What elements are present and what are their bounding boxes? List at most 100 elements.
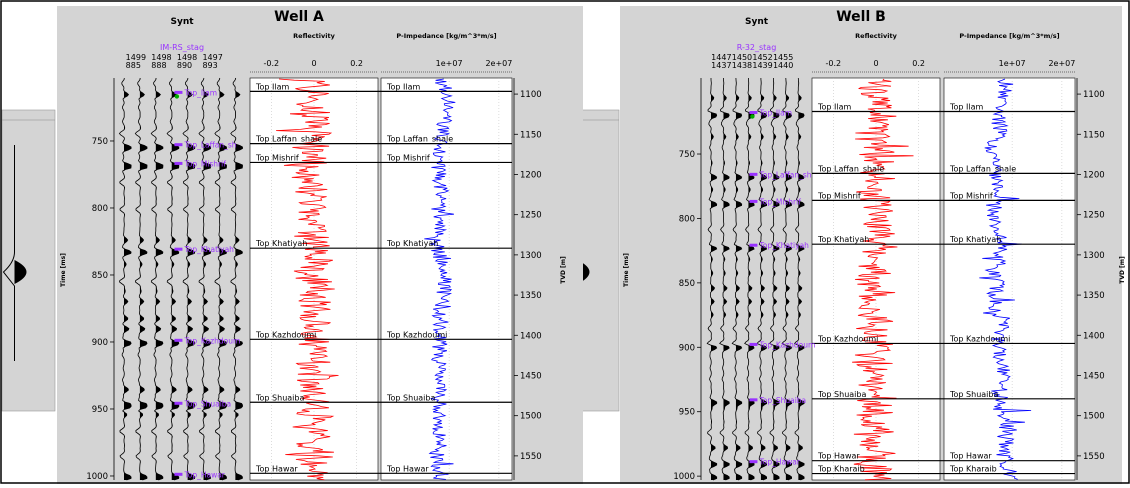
trace-name: IM-RS_stag — [160, 43, 204, 52]
trace-header-value: 893 — [202, 61, 217, 70]
horizon-label-impedance: Top Kazhdoumi — [386, 330, 447, 339]
pick-marker — [174, 94, 180, 99]
trace-header-value: 1498 — [151, 53, 171, 62]
synt-horizon-label: Top_Shuaiba — [758, 396, 806, 405]
reflectivity-curve — [852, 78, 914, 481]
impedance-track-bg — [943, 77, 1076, 481]
tvd-tick-label: 1450 — [520, 371, 542, 381]
tvd-tick-label: 1250 — [1083, 211, 1105, 221]
synt-track-bg — [705, 78, 808, 480]
time-tick-label: 900 — [679, 343, 695, 353]
trace-header-value: 1499 — [126, 53, 146, 62]
synt-horizon-label: Top_Ilam — [183, 88, 217, 97]
synt-horizon-label: Top_Mishrif — [183, 159, 226, 168]
impedance-track-title: P-Impedance [kg/m^3*m/s] — [959, 32, 1059, 40]
horizon-label-reflectivity: Top Kazhdoumi — [255, 330, 316, 339]
synt-trace — [150, 77, 164, 481]
horizon-label-reflectivity: Top Shuaiba — [817, 390, 866, 399]
horizon-label-reflectivity: Top Hawar — [817, 452, 860, 461]
trace-name: R-32_stag — [737, 43, 777, 52]
horizon-label-impedance: Top Mishrif — [386, 153, 430, 162]
horizon-label-impedance: Top Kazhdoumi — [949, 334, 1010, 343]
horizon-label-reflectivity: Top Laffan_shale — [255, 135, 322, 144]
tvd-tick-label: 1450 — [1083, 371, 1105, 381]
wavelet-panel-bg — [1, 109, 56, 412]
tvd-tick-label: 1500 — [520, 412, 542, 422]
time-tick-label: 900 — [92, 338, 108, 348]
trace-header-value: 885 — [126, 61, 141, 70]
tvd-tick-label: 1350 — [1083, 291, 1105, 301]
synt-trace — [781, 77, 793, 481]
impedance-track-title: P-Impedance [kg/m^3*m/s] — [396, 32, 496, 40]
synt-horizon-label: Top_Shuaiba — [183, 399, 231, 408]
time-tick-label: 950 — [679, 408, 695, 418]
pick-marker — [750, 114, 755, 119]
wavelet-curve — [2, 145, 15, 361]
tvd-axis-label: TVD [m] — [1119, 256, 1126, 284]
tvd-tick-label: 1150 — [520, 130, 542, 140]
reflectivity-tick-label: -0.2 — [264, 59, 280, 68]
horizon-label-impedance: Top Ilam — [386, 82, 421, 91]
reflectivity-curve — [276, 78, 339, 481]
trace-header-value: 1450 — [732, 53, 752, 62]
synt-track-title: Synt — [745, 17, 769, 27]
reflectivity-tick-label: 0 — [873, 59, 878, 68]
time-axis-label: Time [ms] — [60, 253, 67, 287]
tvd-tick-label: 1100 — [1083, 90, 1105, 100]
synt-trace — [706, 78, 718, 481]
horizon-label-reflectivity: Top Khatiyah — [817, 235, 869, 244]
trace-header-value: 1440 — [773, 61, 793, 70]
synt-trace — [768, 78, 780, 481]
horizon-label-reflectivity: Top Hawar — [255, 464, 298, 473]
impedance-curve — [979, 78, 1032, 480]
synt-horizon-label: Top_Laffan_sh — [758, 170, 811, 179]
reflectivity-tick-label: 0.2 — [350, 59, 363, 68]
tvd-tick-label: 1250 — [520, 211, 542, 221]
reflectivity-track-title: Reflectivity — [855, 32, 897, 40]
horizon-label-reflectivity: Top Mishrif — [255, 153, 299, 162]
reflectivity-tick-label: 0 — [311, 59, 316, 68]
well-title: Well B — [836, 9, 886, 25]
synt-trace — [118, 77, 132, 481]
tvd-tick-label: 1500 — [1083, 412, 1105, 422]
tvd-tick-label: 1300 — [520, 251, 542, 261]
tvd-tick-label: 1100 — [520, 90, 542, 100]
synt-horizon-label: Top_Laffan_sh — [183, 141, 236, 150]
synt-horizon-label: Top_Ilam — [758, 109, 792, 118]
reflectivity-tick-label: 0.2 — [912, 59, 925, 68]
trace-header-value: 1438 — [732, 61, 752, 70]
synt-trace — [744, 78, 755, 481]
impedance-tick-label: 1e+07 — [999, 59, 1026, 68]
horizon-label-impedance: Top Ilam — [949, 103, 984, 112]
horizon-label-impedance: Top Shuaiba — [386, 393, 435, 402]
synt-horizon-label: Top_Mishrif — [758, 197, 801, 206]
trace-header-value: 1452 — [752, 53, 772, 62]
reflectivity-track-title: Reflectivity — [293, 32, 335, 40]
time-axis-label: Time [ms] — [623, 253, 630, 287]
trace-header-value: 888 — [151, 61, 166, 70]
trace-header-value: 1497 — [202, 53, 222, 62]
time-tick-label: 850 — [92, 271, 108, 281]
trace-header-value: 1455 — [773, 53, 793, 62]
synt-horizon-label: Top_Hawar — [758, 458, 800, 467]
horizon-label-impedance: Top Hawar — [949, 452, 992, 461]
synt-horizon-label: Top_Kazhdoum — [183, 336, 240, 345]
tvd-tick-label: 1200 — [520, 170, 542, 180]
synt-trace — [756, 78, 768, 481]
reflectivity-tick-label: -0.2 — [826, 59, 842, 68]
tvd-tick-label: 1400 — [520, 331, 542, 341]
synt-trace — [719, 77, 730, 481]
horizon-label-reflectivity: Top Ilam — [817, 103, 852, 112]
impedance-tick-label: 1e+07 — [436, 59, 463, 68]
synt-trace — [214, 77, 227, 481]
trace-header-value: 1439 — [752, 61, 772, 70]
horizon-label-impedance: Top Khatiyah — [386, 239, 438, 248]
tvd-tick-label: 1300 — [1083, 251, 1105, 261]
trace-header-value: 1498 — [177, 53, 197, 62]
tvd-axis-label: TVD [m] — [560, 256, 567, 284]
horizon-label-impedance: Top Hawar — [386, 464, 429, 473]
well-panel-a: Synt Well A Reflectivity P-Impedance [kg/m^… — [57, 6, 583, 484]
synt-trace — [731, 77, 743, 481]
time-tick-label: 1000 — [673, 472, 695, 482]
